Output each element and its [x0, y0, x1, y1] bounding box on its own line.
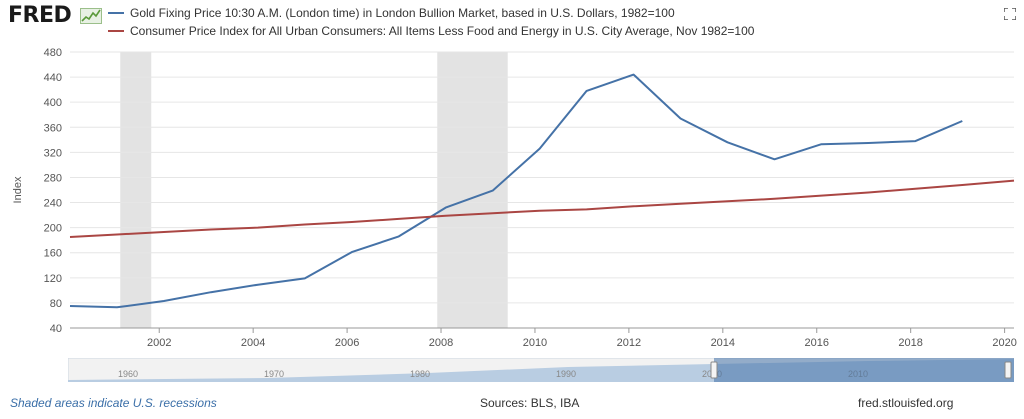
series-line-0 — [69, 73, 963, 309]
legend: Gold Fixing Price 10:30 A.M. (London tim… — [108, 4, 754, 40]
chart-header: FRED Gold Fixing Price 10:30 A.M. (Londo… — [0, 0, 1024, 44]
x-tick-label: 2004 — [241, 337, 265, 349]
fullscreen-icon[interactable] — [1004, 8, 1016, 20]
navigator-canvas[interactable]: 196019701980199020002010 — [68, 358, 1014, 382]
y-tick-label: 240 — [44, 198, 62, 210]
x-tick-label: 2006 — [335, 337, 359, 349]
navigator-tick-label: 1970 — [264, 369, 284, 379]
legend-swatch-cpi — [108, 30, 124, 32]
y-tick-label: 280 — [44, 172, 62, 184]
sources-text: Sources: BLS, IBA — [480, 396, 580, 410]
time-range-navigator[interactable]: 196019701980199020002010 — [68, 358, 1014, 382]
x-tick-label: 2012 — [617, 337, 641, 349]
recession-note: Shaded areas indicate U.S. recessions — [10, 396, 217, 410]
y-axis-label: Index — [12, 176, 24, 203]
y-tick-label: 440 — [44, 72, 62, 84]
y-tick-label: 320 — [44, 147, 62, 159]
navigator-handle-right[interactable] — [1004, 361, 1012, 379]
y-tick-label: 40 — [50, 323, 62, 335]
line-chart: 40 80 120 160 200 240 280 320 360 400 440 480 2002 20… — [12, 47, 1017, 349]
y-tick-label: 160 — [44, 248, 62, 260]
x-tick-label: 2010 — [523, 337, 547, 349]
y-tick-label: 120 — [44, 273, 62, 285]
navigator-tick-label: 1960 — [118, 369, 138, 379]
legend-swatch-gold — [108, 12, 124, 14]
y-tick-label: 200 — [44, 223, 62, 235]
recession-band-0 — [120, 52, 152, 328]
recession-band-1 — [437, 52, 508, 328]
navigator-tick-label: 1980 — [410, 369, 430, 379]
fred-logo[interactable]: FRED — [8, 3, 72, 28]
x-tick-label: 2020 — [992, 337, 1016, 349]
navigator-handle-left[interactable] — [710, 361, 718, 379]
y-tick-label: 360 — [44, 122, 62, 134]
x-tick-label: 2016 — [805, 337, 829, 349]
x-tick-label: 2014 — [711, 337, 735, 349]
y-tick-label: 480 — [44, 47, 62, 59]
navigator-tick-label: 1990 — [556, 369, 576, 379]
plot-area — [70, 52, 1014, 328]
legend-label-gold: Gold Fixing Price 10:30 A.M. (London tim… — [130, 6, 675, 20]
legend-item-cpi[interactable]: Consumer Price Index for All Urban Consu… — [108, 22, 754, 40]
y-tick-label: 400 — [44, 97, 62, 109]
fred-site-link[interactable]: fred.stlouisfed.org — [858, 396, 954, 410]
x-tick-label: 2002 — [147, 337, 171, 349]
legend-item-gold[interactable]: Gold Fixing Price 10:30 A.M. (London tim… — [108, 4, 754, 22]
sparkline-logo-icon — [80, 8, 102, 24]
y-tick-label: 80 — [50, 298, 62, 310]
x-tick-label: 2018 — [898, 337, 922, 349]
x-tick-label: 2008 — [429, 337, 453, 349]
legend-label-cpi: Consumer Price Index for All Urban Consu… — [130, 24, 755, 38]
series-line-1 — [69, 179, 1015, 238]
navigator-selection-window[interactable] — [714, 358, 1014, 382]
